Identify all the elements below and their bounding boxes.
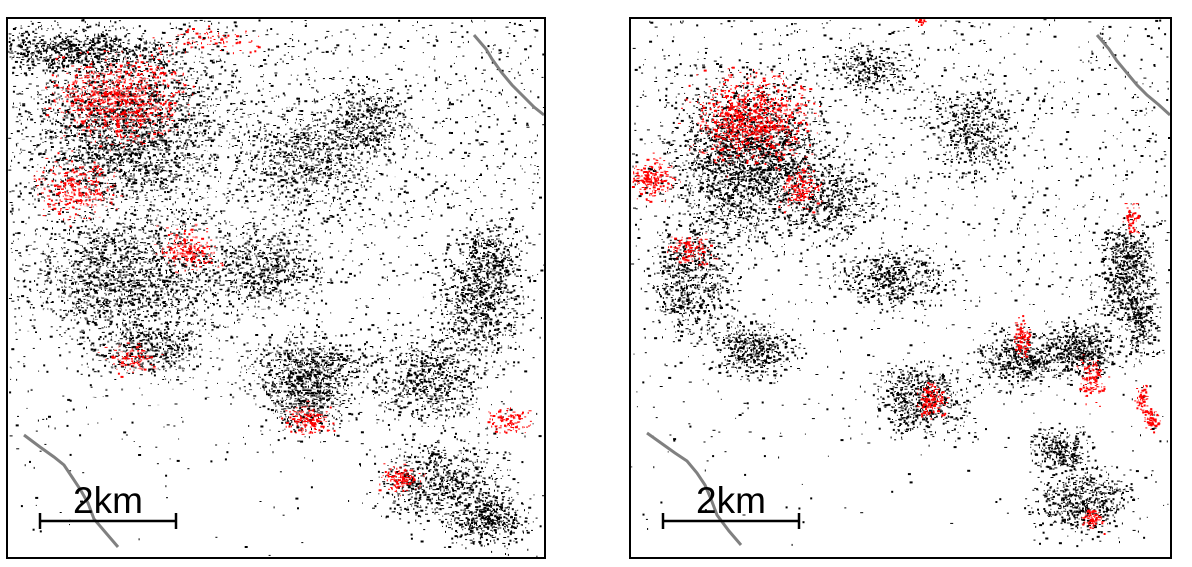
scale-label-right: 2km [696, 480, 766, 521]
map-canvas-left: 2km [8, 19, 544, 557]
map-canvas-right: 2km [631, 19, 1170, 548]
map-panel-right: 2km [629, 17, 1172, 559]
red-dots-right [631, 19, 1161, 535]
scale-bar-right: 2km [661, 480, 801, 529]
road-line-bottom-left [646, 431, 743, 546]
road-line-bottom-left [23, 433, 120, 548]
scale-label-left: 2km [73, 480, 143, 521]
scan-lines-left [8, 78, 486, 414]
scale-bar-left: 2km [38, 480, 178, 529]
black-dots-right [631, 19, 1170, 548]
road-line-top-right [472, 34, 544, 117]
road-line-top-right [1095, 34, 1170, 117]
map-panel-left: 2km [6, 17, 546, 559]
